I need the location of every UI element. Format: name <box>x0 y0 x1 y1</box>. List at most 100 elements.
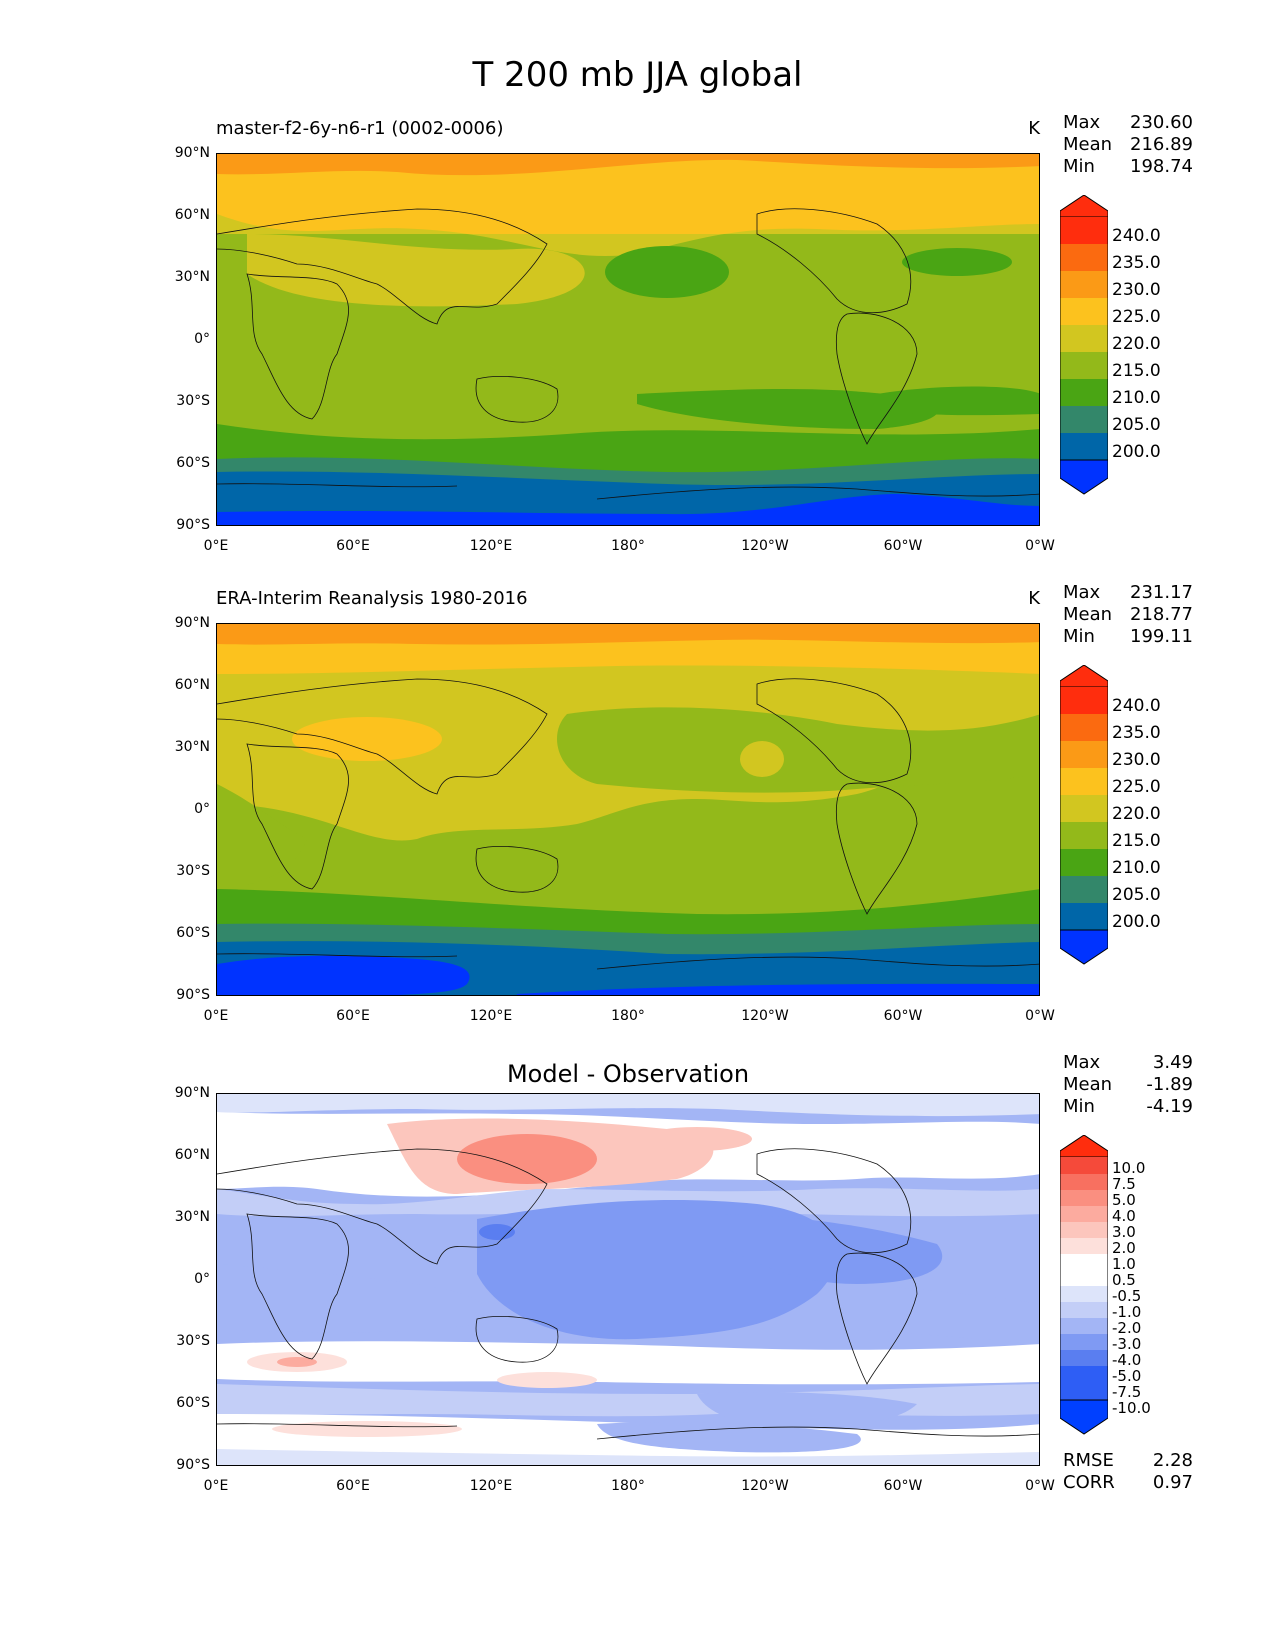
lon-tick: 120°W <box>741 1008 789 1024</box>
colorbar-label: 200.0 <box>1112 912 1161 932</box>
colorbar-model <box>1060 195 1108 495</box>
colorbar-label: 3.0 <box>1112 1223 1136 1241</box>
colorbar-label: -10.0 <box>1112 1399 1151 1417</box>
min-value: 198.74 <box>1130 156 1193 177</box>
stats-box: Max 3.49 Mean -1.89 Min -4.19 <box>1063 1052 1193 1118</box>
stats-box: Max 231.17 Mean 218.77 Min 199.11 <box>1063 582 1193 648</box>
colorbar-label: 230.0 <box>1112 750 1161 770</box>
lat-tick: 30°S <box>176 863 210 879</box>
skill-stats: RMSE 2.28 CORR 0.97 <box>1063 1450 1193 1494</box>
units-label: K <box>1028 118 1040 139</box>
corr-label: CORR <box>1063 1472 1115 1493</box>
colorbar-obs <box>1060 665 1108 965</box>
colorbar-label: -4.0 <box>1112 1351 1142 1369</box>
colorbar-label: 210.0 <box>1112 858 1161 878</box>
panel-title: ERA-Interim Reanalysis 1980-2016 <box>216 588 528 609</box>
map-diff <box>216 1093 1040 1466</box>
lon-tick: 0°E <box>203 538 229 554</box>
max-label: Max <box>1063 582 1101 603</box>
colorbar-label: 5.0 <box>1112 1191 1136 1209</box>
panel-model: master-f2-6y-n6-r1 (0002-0006) K Max 230.… <box>0 110 1275 580</box>
lat-tick: 30°N <box>174 739 210 755</box>
colorbar-label: 205.0 <box>1112 415 1161 435</box>
lat-tick: 60°N <box>174 677 210 693</box>
coastlines <box>217 678 1039 970</box>
corr-value: 0.97 <box>1152 1472 1193 1493</box>
lon-tick: 60°W <box>883 1008 923 1024</box>
lon-tick: 60°W <box>883 1478 923 1494</box>
max-value: 230.60 <box>1130 112 1193 133</box>
lon-tick: 0°W <box>1025 1478 1055 1494</box>
mean-value: 216.89 <box>1130 134 1193 155</box>
lon-tick: 0°E <box>203 1478 229 1494</box>
colorbar-label: 230.0 <box>1112 280 1161 300</box>
rmse-value: 2.28 <box>1152 1450 1193 1471</box>
mean-label: Mean <box>1063 1074 1113 1095</box>
colorbar-label: -3.0 <box>1112 1335 1142 1353</box>
min-label: Min <box>1063 626 1095 647</box>
lat-tick: 90°N <box>174 1085 210 1101</box>
lon-tick: 0°W <box>1025 538 1055 554</box>
colorbar-label: -2.0 <box>1112 1319 1142 1337</box>
lat-tick: 90°N <box>174 145 210 161</box>
lon-tick: 0°W <box>1025 1008 1055 1024</box>
max-label: Max <box>1063 112 1101 133</box>
panel-diff: Model - Observation Max 3.49 Mean -1.89 Mi… <box>0 1050 1275 1520</box>
mean-label: Mean <box>1063 604 1113 625</box>
lat-tick: 30°S <box>176 393 210 409</box>
mean-label: Mean <box>1063 134 1113 155</box>
coastlines <box>217 1148 1039 1440</box>
panel-obs: ERA-Interim Reanalysis 1980-2016 K Max 23… <box>0 580 1275 1050</box>
lon-tick: 0°E <box>203 1008 229 1024</box>
colorbar-label: -7.5 <box>1112 1383 1142 1401</box>
panel-title: Model - Observation <box>506 1060 750 1088</box>
coastlines <box>217 208 1039 500</box>
lon-tick: 120°W <box>741 538 789 554</box>
colorbar-label: 235.0 <box>1112 723 1161 743</box>
lon-tick: 120°E <box>469 1478 513 1494</box>
panel-title: master-f2-6y-n6-r1 (0002-0006) <box>216 118 504 139</box>
colorbar-label: 220.0 <box>1112 334 1161 354</box>
colorbar-label: 1.0 <box>1112 1255 1136 1273</box>
colorbar-label: -5.0 <box>1112 1367 1142 1385</box>
colorbar-label: 205.0 <box>1112 885 1161 905</box>
lon-tick: 120°W <box>741 1478 789 1494</box>
lat-tick: 60°S <box>176 455 210 471</box>
lon-tick: 60°E <box>336 1008 370 1024</box>
colorbar-label: 215.0 <box>1112 831 1161 851</box>
colorbar-label: 235.0 <box>1112 253 1161 273</box>
figure-title: T 200 mb JJA global <box>472 55 803 95</box>
lon-tick: 180° <box>611 538 645 554</box>
stats-box: Max 230.60 Mean 216.89 Min 198.74 <box>1063 112 1193 178</box>
lon-tick: 60°W <box>883 538 923 554</box>
colorbar-label: 4.0 <box>1112 1207 1136 1225</box>
lon-tick: 180° <box>611 1008 645 1024</box>
min-label: Min <box>1063 156 1095 177</box>
temperature-field-model <box>217 154 1039 525</box>
colorbar-label: -0.5 <box>1112 1287 1142 1305</box>
colorbar-label: 0.5 <box>1112 1271 1136 1289</box>
lat-tick: 60°S <box>176 1395 210 1411</box>
mean-value: 218.77 <box>1130 604 1193 625</box>
max-value: 231.17 <box>1130 582 1193 603</box>
lat-tick: 30°N <box>174 269 210 285</box>
colorbar-label: 10.0 <box>1112 1159 1146 1177</box>
lat-tick: 90°S <box>176 517 210 533</box>
max-value: 3.49 <box>1152 1052 1193 1073</box>
min-value: -4.19 <box>1146 1096 1193 1117</box>
colorbar-label: 2.0 <box>1112 1239 1136 1257</box>
difference-field <box>217 1094 1039 1465</box>
colorbar-label: 210.0 <box>1112 388 1161 408</box>
lat-tick: 90°N <box>174 615 210 631</box>
map-model <box>216 153 1040 526</box>
lat-tick: 30°S <box>176 1333 210 1349</box>
rmse-label: RMSE <box>1063 1450 1114 1471</box>
colorbar-label: 220.0 <box>1112 804 1161 824</box>
colorbar-label: 225.0 <box>1112 307 1161 327</box>
map-obs <box>216 623 1040 996</box>
mean-value: -1.89 <box>1146 1074 1193 1095</box>
lon-tick: 120°E <box>469 1008 513 1024</box>
colorbar-label: 7.5 <box>1112 1175 1136 1193</box>
lat-tick: 0° <box>194 1271 210 1287</box>
lat-tick: 30°N <box>174 1209 210 1225</box>
